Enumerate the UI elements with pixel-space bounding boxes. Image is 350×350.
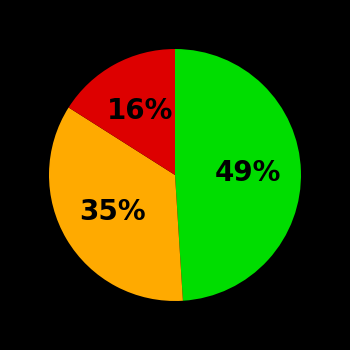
Wedge shape bbox=[49, 107, 183, 301]
Text: 16%: 16% bbox=[107, 97, 173, 125]
Text: 49%: 49% bbox=[215, 159, 281, 187]
Wedge shape bbox=[175, 49, 301, 301]
Wedge shape bbox=[69, 49, 175, 175]
Text: 35%: 35% bbox=[79, 198, 145, 226]
